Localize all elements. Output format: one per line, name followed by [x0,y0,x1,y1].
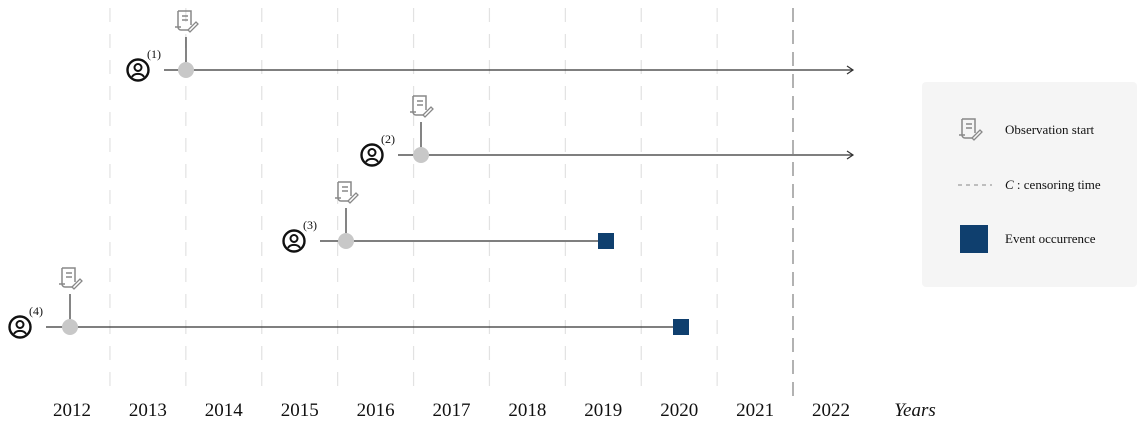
legend-event-square [960,225,988,253]
censoring-label: : censoring time [1017,177,1101,192]
subject-label: (1) [147,47,161,61]
start-dot [413,147,429,163]
year-label: 2013 [129,400,167,421]
start-dot [338,233,354,249]
subject-row: (2) [360,95,855,167]
subject-label: (4) [29,304,43,318]
doc-icon [410,95,427,116]
subject-label: (2) [381,132,395,146]
subject-row: (1) [126,10,855,82]
doc-pen [971,129,983,141]
person-outline [282,229,306,253]
legend-doc [959,118,983,141]
person-outline [360,143,384,167]
doc-pen [422,106,434,118]
censoring-symbol: C [1005,177,1014,192]
subject-row: (4) [8,267,689,339]
legend-observation: Observation start [1005,122,1095,137]
person-outline [8,315,32,339]
year-label: 2021 [736,400,774,421]
subject-label: (3) [303,218,317,232]
arrow-head [846,150,855,160]
year-label: 2022 [812,400,850,421]
year-label: 2017 [433,400,471,421]
person-body [13,329,27,335]
doc-icon [59,267,76,288]
person-head [15,320,25,329]
doc-pen [71,278,83,290]
doc-icon [335,181,352,202]
year-label: 2018 [508,400,546,421]
start-dot [62,319,78,335]
person-body [131,72,145,78]
year-label: 2015 [281,400,319,421]
legend-censoring: C : censoring time [1005,177,1101,192]
person-head [289,234,299,243]
event-square [673,319,689,335]
axis-label: Years [894,400,936,421]
person-head [133,63,143,72]
year-label: 2020 [660,400,698,421]
doc-pen [347,192,359,204]
event-square [598,233,614,249]
person-body [365,157,379,163]
person-outline [126,58,150,82]
arrow-head [846,65,855,75]
year-label: 2019 [584,400,622,421]
legend-event: Event occurrence [1005,231,1096,246]
doc-icon [175,10,192,31]
person-head [367,148,377,157]
year-label: 2016 [357,400,395,421]
person-body [287,243,301,249]
subject-row: (3) [282,181,614,253]
year-label: 2012 [53,400,91,421]
year-label: 2014 [205,400,244,421]
doc-pen [187,21,199,33]
start-dot [178,62,194,78]
doc-icon [959,118,976,139]
